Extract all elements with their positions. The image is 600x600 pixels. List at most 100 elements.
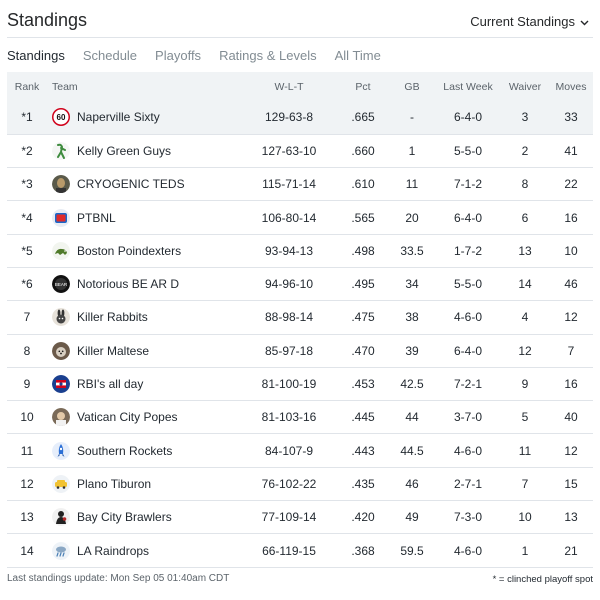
team-name: Vatican City Popes — [77, 410, 178, 425]
moves-cell: 7 — [567, 343, 575, 358]
pct-cell: .660 — [351, 143, 375, 158]
rain-cloud-icon — [52, 541, 70, 560]
team-link-plano-tiburon[interactable]: Plano Tiburon — [52, 474, 241, 493]
table-row: *3 CRYOGENIC TEDS 115-71-14 .610 11 7-1-2 8 22 — [7, 168, 593, 201]
team-cell: RBI's all day — [47, 367, 241, 400]
team-link-la-raindrops[interactable]: LA Raindrops — [52, 541, 241, 560]
col-last-week[interactable]: Last Week — [443, 80, 493, 93]
gb-cell: 49 — [405, 510, 419, 525]
col-pct[interactable]: Pct — [355, 80, 371, 93]
gb-cell: 59.5 — [400, 543, 424, 558]
col-moves[interactable]: Moves — [555, 80, 587, 93]
team-name: Kelly Green Guys — [77, 143, 172, 158]
rank-cell: *2 — [21, 143, 33, 158]
flag-badge-icon — [52, 375, 70, 394]
table-row: *5 Boston Poindexters 93-94-13 .498 33.5 1-7-… — [7, 234, 593, 268]
waiver-cell: 12 — [518, 343, 532, 358]
brawler-icon — [52, 508, 70, 527]
pct-cell: .435 — [351, 476, 375, 491]
last-week-cell: 4-6-0 — [453, 543, 482, 558]
team-name: Southern Rockets — [77, 443, 173, 458]
page-title: Standings — [7, 10, 88, 30]
wlt-cell: 94-96-10 — [264, 277, 314, 292]
last-week-cell: 5-5-0 — [453, 143, 482, 158]
team-link-vatican-city-popes[interactable]: Vatican City Popes — [52, 408, 241, 427]
last-week-cell: 1-7-2 — [453, 243, 482, 258]
moves-cell: 15 — [564, 476, 578, 491]
col-gb[interactable]: GB — [404, 80, 420, 93]
wlt-cell: 84-107-9 — [264, 443, 314, 458]
table-body: *1 60 Naperville Sixty 129-63-8.665-6-4-0 3 3… — [7, 101, 593, 568]
team-link-southern-rockets[interactable]: Southern Rockets — [52, 441, 241, 460]
rank-cell: 12 — [20, 476, 34, 491]
tab-all-time[interactable]: All Time — [334, 48, 381, 63]
moves-cell: 12 — [564, 310, 578, 325]
tab-playoffs[interactable]: Playoffs — [155, 48, 202, 63]
team-link-kelly-green-guys[interactable]: Kelly Green Guys — [52, 141, 241, 160]
wlt-cell: 93-94-13 — [264, 243, 314, 258]
pct-cell: .610 — [351, 177, 375, 192]
team-name: Naperville Sixty — [77, 110, 160, 125]
team-name: Boston Poindexters — [77, 243, 182, 258]
moves-cell: 16 — [564, 377, 578, 392]
col-team[interactable]: Team — [52, 80, 78, 93]
team-link-rbi-s-all-day[interactable]: RBI's all day — [52, 375, 241, 394]
team-link-killer-rabbits[interactable]: Killer Rabbits — [52, 308, 241, 327]
last-week-cell: 6-4-0 — [453, 110, 482, 125]
gb-cell: 44 — [405, 410, 419, 425]
team-link-ptbnl[interactable]: PTBNL — [52, 208, 241, 227]
gb-cell: 11 — [405, 177, 419, 192]
team-name: Plano Tiburon — [77, 476, 152, 491]
table-row: 9 RBI's all day 81-100-19 .453 42.5 7-2-1 9 16 — [7, 367, 593, 401]
rabbit-icon — [52, 308, 70, 327]
team-link-bay-city-brawlers[interactable]: Bay City Brawlers — [52, 508, 241, 527]
green-figure-icon — [52, 141, 70, 160]
pct-cell: .475 — [351, 310, 375, 325]
team-cell: BEAR Notorious BE AR D — [47, 267, 241, 300]
tab-standings[interactable]: Standings — [7, 48, 65, 63]
rank-cell: 13 — [20, 510, 34, 525]
rank-cell: 8 — [23, 343, 31, 358]
pct-cell: .565 — [351, 210, 375, 225]
team-link-naperville-sixty[interactable]: 60 Naperville Sixty — [52, 108, 241, 127]
last-week-cell: 4-6-0 — [453, 443, 482, 458]
team-link-boston-poindexters[interactable]: Boston Poindexters — [52, 241, 241, 260]
gb-cell: 20 — [405, 210, 419, 225]
team-cell: CRYOGENIC TEDS — [47, 168, 241, 201]
wlt-cell: 127-63-10 — [261, 143, 317, 158]
team-name: Killer Rabbits — [77, 310, 148, 325]
gb-cell: 39 — [405, 343, 419, 358]
rank-cell: *5 — [21, 243, 33, 258]
table-row: *2 Kelly Green Guys 127-63-10 .660 1 5-5-0 2 41 — [7, 134, 593, 168]
wlt-cell: 81-103-16 — [261, 410, 317, 425]
rank-cell: 9 — [23, 377, 31, 392]
gb-cell: 42.5 — [400, 377, 424, 392]
col-waiver[interactable]: Waiver — [508, 80, 542, 93]
moves-cell: 33 — [564, 110, 578, 125]
moves-cell: 16 — [564, 210, 578, 225]
table-row: 14 LA Raindrops 66-119-15 .368 59.5 4-6-0 1 21 — [7, 534, 593, 568]
waiver-cell: 6 — [521, 210, 529, 225]
gb-cell: 33.5 — [400, 243, 424, 258]
tab-ratings-levels[interactable]: Ratings & Levels — [219, 48, 317, 63]
pope-photo-icon — [52, 408, 70, 427]
tab-schedule[interactable]: Schedule — [82, 48, 138, 63]
moves-cell: 46 — [564, 277, 578, 292]
moves-cell: 41 — [564, 143, 578, 158]
moves-cell: 21 — [564, 543, 578, 558]
team-link-cryogenic-teds[interactable]: CRYOGENIC TEDS — [52, 175, 241, 194]
team-cell: Kelly Green Guys — [47, 134, 241, 167]
rank-cell: 14 — [20, 543, 34, 558]
last-week-cell: 7-1-2 — [453, 177, 482, 192]
col-rank[interactable]: Rank — [14, 80, 40, 93]
rank-cell: *4 — [21, 210, 33, 225]
team-link-notorious-be-ar-d[interactable]: BEAR Notorious BE AR D — [52, 275, 241, 294]
waiver-cell: 11 — [518, 443, 532, 458]
table-row: 7 Killer Rabbits 88-98-14 .475 38 4-6-0 4 12 — [7, 301, 593, 335]
standings-view-dropdown[interactable]: Current Standings — [470, 14, 589, 29]
team-link-killer-maltese[interactable]: Killer Maltese — [52, 341, 241, 360]
table-row: 10 Vatican City Popes 81-103-16 .445 44 3-7-0… — [7, 401, 593, 434]
pct-cell: .665 — [351, 110, 375, 125]
gb-cell: - — [410, 110, 414, 125]
col-wlt[interactable]: W-L-T — [274, 80, 304, 93]
